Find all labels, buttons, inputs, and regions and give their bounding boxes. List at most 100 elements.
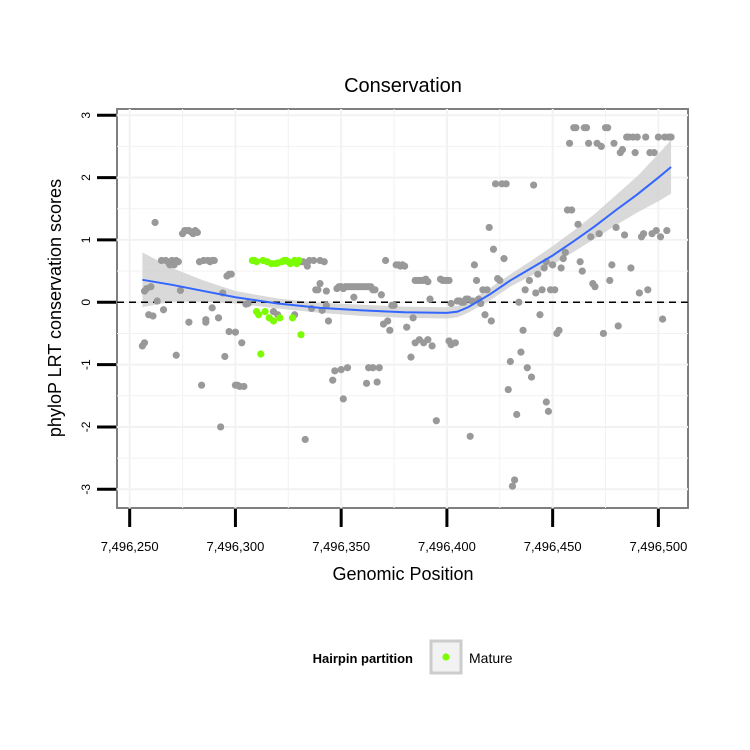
other-point [221, 352, 229, 361]
other-point [578, 267, 586, 275]
other-point [202, 316, 210, 324]
other-point [369, 364, 377, 372]
other-point [310, 256, 318, 265]
other-point [656, 233, 665, 241]
other-point [635, 289, 643, 297]
mature-point [269, 317, 278, 325]
other-point [314, 286, 322, 294]
grid-lines [117, 109, 688, 508]
other-point [534, 270, 542, 278]
other-point [210, 256, 218, 265]
other-point [140, 339, 149, 347]
other-point [582, 124, 591, 132]
other-point [506, 357, 514, 366]
legend-title: Hairpin partition [313, 651, 413, 666]
other-point [587, 233, 595, 241]
other-point [576, 258, 584, 266]
other-point [557, 264, 565, 272]
other-point [466, 432, 474, 440]
other-point [470, 261, 479, 269]
other-point [174, 258, 182, 266]
data-points [138, 124, 675, 490]
other-point [238, 339, 246, 347]
x-tick-label: 7,496,350 [312, 539, 370, 554]
x-tick-label: 7,496,250 [101, 539, 159, 554]
mature-point [288, 314, 297, 322]
other-point [523, 364, 531, 372]
other-point [390, 301, 398, 309]
other-point [329, 376, 337, 384]
other-point [381, 256, 390, 265]
x-axis-label: Genomic Position [332, 564, 473, 584]
other-point [530, 181, 538, 189]
other-point [627, 264, 635, 272]
other-point [432, 417, 440, 425]
other-point [654, 133, 662, 141]
other-point [227, 270, 235, 278]
other-point [612, 223, 620, 232]
other-point [225, 327, 233, 336]
other-point [639, 230, 648, 238]
other-point [502, 180, 510, 188]
other-point [193, 228, 201, 237]
other-point [650, 149, 658, 157]
other-point [151, 218, 159, 227]
other-point [208, 304, 216, 312]
x-tick-label: 7,496,400 [418, 539, 476, 554]
other-point [197, 381, 206, 389]
other-point [568, 206, 576, 214]
other-point [515, 298, 523, 306]
other-point [604, 124, 612, 132]
other-point [320, 258, 328, 266]
x-tick-label: 7,496,300 [207, 539, 265, 554]
other-point [599, 329, 608, 338]
other-point [559, 255, 567, 263]
y-tick-label: 3 [79, 112, 93, 119]
other-point [373, 378, 381, 386]
other-point [542, 398, 550, 406]
other-point [608, 261, 616, 269]
other-point [491, 180, 500, 188]
other-point [331, 367, 339, 375]
other-point [618, 145, 627, 154]
legend-label-mature: Mature [469, 650, 513, 666]
other-point [500, 255, 508, 263]
other-point [595, 230, 603, 238]
y-tick-label: 1 [79, 236, 93, 243]
y-tick-label: 2 [79, 174, 93, 181]
other-point [384, 317, 392, 325]
other-point [172, 351, 180, 359]
y-tick-label: -2 [79, 421, 93, 432]
other-point [337, 365, 345, 374]
other-point [386, 326, 394, 334]
other-point [667, 133, 675, 141]
other-point [217, 423, 225, 431]
mature-point [276, 314, 284, 322]
other-point [504, 385, 512, 394]
other-point [561, 248, 569, 256]
other-point [322, 287, 330, 295]
other-point [407, 353, 415, 361]
other-point [428, 342, 436, 350]
legend: Hairpin partition Mature [313, 639, 513, 675]
other-point [483, 286, 491, 294]
other-point [426, 295, 434, 303]
y-tick-label: -1 [79, 359, 93, 370]
mature-point [257, 350, 265, 358]
other-point [244, 299, 252, 308]
other-point [176, 286, 185, 295]
mature-point [261, 308, 269, 316]
other-point [540, 264, 548, 272]
other-point [538, 286, 546, 294]
chart-title: Conservation [344, 75, 462, 97]
other-point [401, 262, 409, 270]
other-point [517, 348, 525, 356]
other-point [536, 311, 544, 319]
other-point [549, 261, 557, 269]
other-point [377, 291, 385, 299]
other-point [214, 314, 223, 322]
other-point [508, 482, 517, 490]
other-point [149, 312, 157, 320]
other-point [510, 476, 519, 484]
